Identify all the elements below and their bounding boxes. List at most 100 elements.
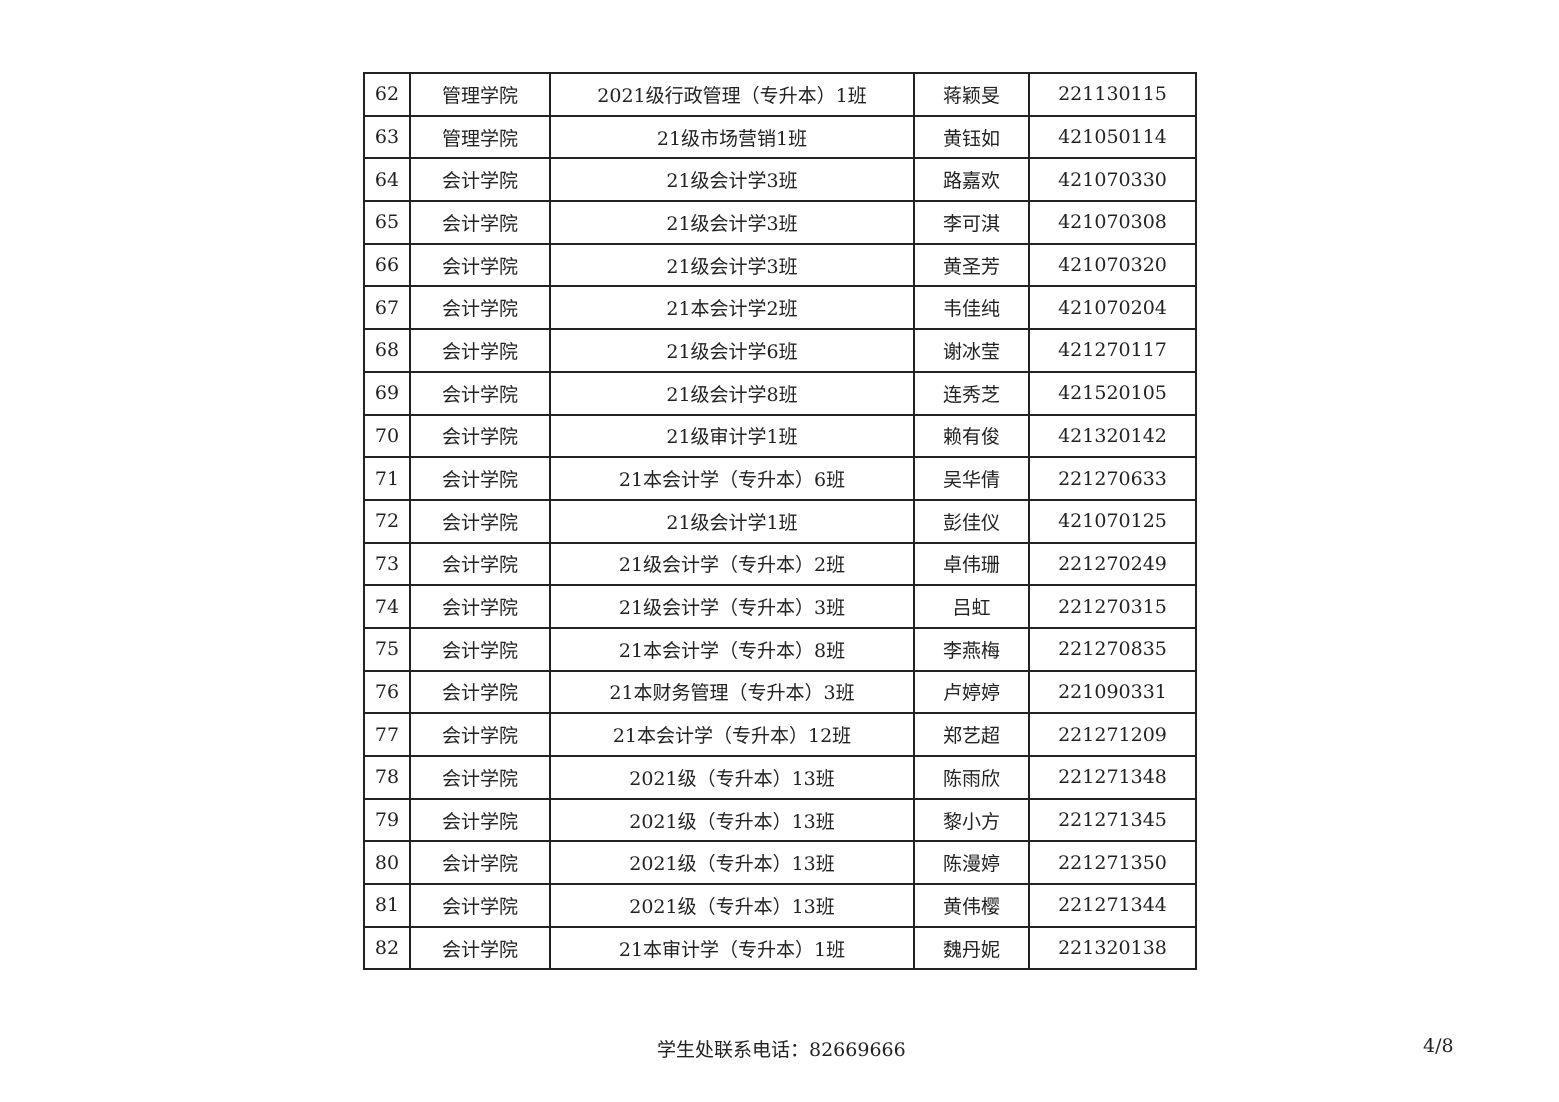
class-name-cell: 21级市场营销1班 xyxy=(549,114,915,160)
student-id-cell: 221271209 xyxy=(1028,712,1197,757)
student-id-cell: 421070125 xyxy=(1028,498,1197,544)
student-name-cell: 蒋颖旻 xyxy=(913,72,1030,117)
table-row: 63 管理学院 21级市场营销1班 黄钰如 421050114 xyxy=(363,114,1197,160)
college-cell: 会计学院 xyxy=(409,712,551,757)
student-id-cell: 221271344 xyxy=(1028,883,1197,928)
row-number-cell: 62 xyxy=(363,72,411,117)
class-name-cell: 21本会计学（专升本）8班 xyxy=(549,626,915,672)
row-number-cell: 71 xyxy=(363,456,411,501)
student-name-cell: 彭佳仪 xyxy=(913,498,1030,544)
class-name-cell: 2021级（专升本）13班 xyxy=(549,840,915,886)
table-row: 77 会计学院 21本会计学（专升本）12班 郑艺超 221271209 xyxy=(363,712,1197,757)
student-name-cell: 郑艺超 xyxy=(913,712,1030,757)
college-cell: 会计学院 xyxy=(409,242,551,288)
row-number-cell: 69 xyxy=(363,370,411,416)
row-number-cell: 68 xyxy=(363,328,411,373)
college-cell: 会计学院 xyxy=(409,328,551,373)
class-name-cell: 21级会计学1班 xyxy=(549,498,915,544)
college-cell: 会计学院 xyxy=(409,541,551,587)
row-number-cell: 65 xyxy=(363,200,411,245)
student-name-cell: 黄圣芳 xyxy=(913,242,1030,288)
student-name-cell: 韦佳纯 xyxy=(913,285,1030,331)
row-number-cell: 63 xyxy=(363,114,411,160)
row-number-cell: 81 xyxy=(363,883,411,928)
class-name-cell: 21本财务管理（专升本）3班 xyxy=(549,669,915,715)
table-row: 67 会计学院 21本会计学2班 韦佳纯 421070204 xyxy=(363,285,1197,331)
table-row: 68 会计学院 21级会计学6班 谢冰莹 421270117 xyxy=(363,328,1197,373)
table-row: 70 会计学院 21级审计学1班 赖有俊 421320142 xyxy=(363,413,1197,459)
row-number-cell: 77 xyxy=(363,712,411,757)
row-number-cell: 82 xyxy=(363,925,411,971)
table-row: 73 会计学院 21级会计学（专升本）2班 卓伟珊 221270249 xyxy=(363,541,1197,587)
class-name-cell: 21级会计学（专升本）3班 xyxy=(549,584,915,629)
row-number-cell: 76 xyxy=(363,669,411,715)
table-row: 65 会计学院 21级会计学3班 李可淇 421070308 xyxy=(363,200,1197,245)
college-cell: 会计学院 xyxy=(409,157,551,203)
student-id-cell: 221320138 xyxy=(1028,925,1197,971)
student-name-cell: 陈雨欣 xyxy=(913,755,1030,800)
row-number-cell: 66 xyxy=(363,242,411,288)
student-id-cell: 421070308 xyxy=(1028,200,1197,245)
table-row: 79 会计学院 2021级（专升本）13班 黎小方 221271345 xyxy=(363,797,1197,843)
class-name-cell: 21级会计学8班 xyxy=(549,370,915,416)
class-name-cell: 21级会计学3班 xyxy=(549,157,915,203)
table-row: 62 管理学院 2021级行政管理（专升本）1班 蒋颖旻 221130115 xyxy=(363,72,1197,117)
student-id-cell: 221270633 xyxy=(1028,456,1197,501)
student-id-cell: 421520105 xyxy=(1028,370,1197,416)
student-name-cell: 连秀芝 xyxy=(913,370,1030,416)
student-id-cell: 221090331 xyxy=(1028,669,1197,715)
student-name-cell: 谢冰莹 xyxy=(913,328,1030,373)
college-cell: 会计学院 xyxy=(409,200,551,245)
student-id-cell: 421050114 xyxy=(1028,114,1197,160)
college-cell: 会计学院 xyxy=(409,840,551,886)
table-row: 80 会计学院 2021级（专升本）13班 陈漫婷 221271350 xyxy=(363,840,1197,886)
table-row: 82 会计学院 21本审计学（专升本）1班 魏丹妮 221320138 xyxy=(363,925,1197,971)
table-row: 74 会计学院 21级会计学（专升本）3班 吕虹 221270315 xyxy=(363,584,1197,629)
row-number-cell: 78 xyxy=(363,755,411,800)
student-id-cell: 221270315 xyxy=(1028,584,1197,629)
row-number-cell: 70 xyxy=(363,413,411,459)
college-cell: 会计学院 xyxy=(409,456,551,501)
college-cell: 会计学院 xyxy=(409,370,551,416)
table-row: 76 会计学院 21本财务管理（专升本）3班 卢婷婷 221090331 xyxy=(363,669,1197,715)
college-cell: 会计学院 xyxy=(409,413,551,459)
college-cell: 管理学院 xyxy=(409,114,551,160)
class-name-cell: 21级会计学（专升本）2班 xyxy=(549,541,915,587)
class-name-cell: 21级会计学3班 xyxy=(549,200,915,245)
table-row: 75 会计学院 21本会计学（专升本）8班 李燕梅 221270835 xyxy=(363,626,1197,672)
student-name-cell: 吴华倩 xyxy=(913,456,1030,501)
student-name-cell: 黄伟樱 xyxy=(913,883,1030,928)
table-row: 72 会计学院 21级会计学1班 彭佳仪 421070125 xyxy=(363,498,1197,544)
row-number-cell: 67 xyxy=(363,285,411,331)
row-number-cell: 64 xyxy=(363,157,411,203)
class-name-cell: 21本审计学（专升本）1班 xyxy=(549,925,915,971)
class-name-cell: 2021级（专升本）13班 xyxy=(549,755,915,800)
class-name-cell: 21级会计学3班 xyxy=(549,242,915,288)
class-name-cell: 21本会计学（专升本）6班 xyxy=(549,456,915,501)
class-name-cell: 2021级（专升本）13班 xyxy=(549,883,915,928)
row-number-cell: 79 xyxy=(363,797,411,843)
student-name-cell: 黄钰如 xyxy=(913,114,1030,160)
college-cell: 会计学院 xyxy=(409,797,551,843)
college-cell: 会计学院 xyxy=(409,925,551,971)
college-cell: 会计学院 xyxy=(409,626,551,672)
student-id-cell: 421270117 xyxy=(1028,328,1197,373)
row-number-cell: 74 xyxy=(363,584,411,629)
student-id-cell: 221270249 xyxy=(1028,541,1197,587)
class-name-cell: 21本会计学（专升本）12班 xyxy=(549,712,915,757)
class-name-cell: 21级审计学1班 xyxy=(549,413,915,459)
table-row: 66 会计学院 21级会计学3班 黄圣芳 421070320 xyxy=(363,242,1197,288)
student-id-cell: 221270835 xyxy=(1028,626,1197,672)
class-name-cell: 2021级（专升本）13班 xyxy=(549,797,915,843)
student-name-cell: 黎小方 xyxy=(913,797,1030,843)
student-id-cell: 221271348 xyxy=(1028,755,1197,800)
student-id-cell: 421070204 xyxy=(1028,285,1197,331)
student-name-cell: 李燕梅 xyxy=(913,626,1030,672)
student-id-cell: 221271350 xyxy=(1028,840,1197,886)
table-row: 64 会计学院 21级会计学3班 路嘉欢 421070330 xyxy=(363,157,1197,203)
table-row: 69 会计学院 21级会计学8班 连秀芝 421520105 xyxy=(363,370,1197,416)
student-name-cell: 魏丹妮 xyxy=(913,925,1030,971)
student-id-cell: 421070320 xyxy=(1028,242,1197,288)
student-id-cell: 221130115 xyxy=(1028,72,1197,117)
student-name-cell: 赖有俊 xyxy=(913,413,1030,459)
